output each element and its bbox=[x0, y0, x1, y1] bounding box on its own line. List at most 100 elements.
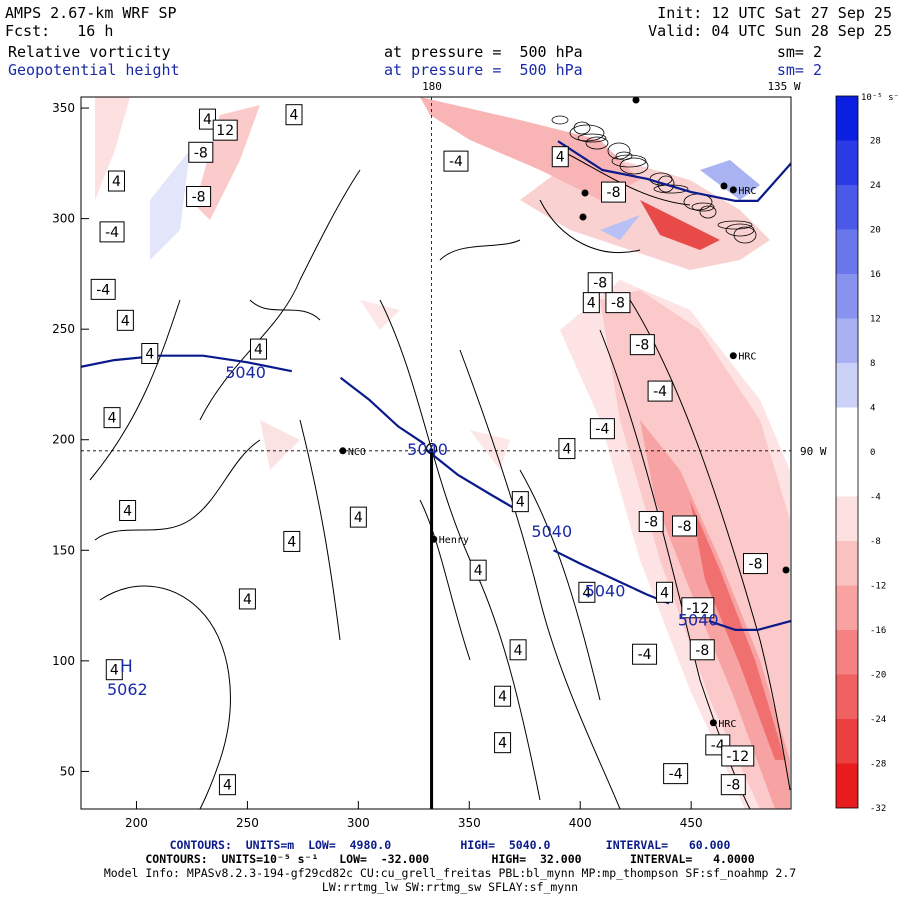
high-value: 5062 bbox=[107, 680, 148, 699]
vort-label-text: -4 bbox=[449, 154, 463, 170]
coast-dot-0 bbox=[579, 213, 587, 221]
vort-band-7 bbox=[95, 97, 130, 200]
vort-label-11: 4 bbox=[103, 407, 121, 429]
vort-label-box bbox=[681, 597, 715, 619]
vort-eddy-16 bbox=[573, 121, 591, 135]
vort-label-box bbox=[283, 530, 301, 552]
cross-section-start-marker bbox=[425, 442, 438, 455]
vort-contour-3 bbox=[299, 419, 341, 641]
vort-label-box bbox=[582, 292, 600, 314]
vort-label-36: 4 bbox=[509, 639, 527, 661]
vort-contour-14 bbox=[439, 239, 521, 261]
vort-label-1: 4 bbox=[285, 104, 303, 126]
vort-label-text: 4 bbox=[556, 150, 565, 166]
station-label-3: HRC bbox=[738, 186, 756, 197]
vort-label-text: -4 bbox=[638, 647, 652, 663]
colorbar-cell-0 bbox=[836, 96, 858, 141]
field1-title: Relative vorticity bbox=[8, 43, 171, 61]
vort-label-30: 4 bbox=[656, 581, 674, 603]
vort-label-44: 4 bbox=[218, 774, 236, 796]
axes: 200 250 300 350 400 450 50 100 150 200 250 300 350 bbox=[52, 101, 703, 830]
footer-model-info: Model Info: MPASv8.2.3-194-gf29cd82c CU:… bbox=[103, 866, 797, 880]
vort-label-text: 4 bbox=[660, 585, 669, 601]
footer-height-contours: CONTOURS: UNITS=m LOW= 4980.0 HIGH= 5040… bbox=[169, 838, 731, 852]
vort-label-24: 4 bbox=[283, 530, 301, 552]
vort-contour-1 bbox=[89, 299, 181, 481]
colorbar-tick-6: 8 bbox=[870, 359, 875, 369]
vort-label-text: -8 bbox=[192, 190, 206, 206]
vort-contour-10 bbox=[249, 299, 321, 321]
vort-label-box bbox=[212, 119, 238, 141]
vort-label-0: 4 bbox=[198, 108, 216, 130]
vort-label-box bbox=[551, 146, 569, 168]
vort-label-box bbox=[119, 499, 137, 521]
vort-label-14: -8 bbox=[601, 181, 626, 203]
vort-label-text: 4 bbox=[108, 411, 117, 427]
vort-label-text: -8 bbox=[695, 643, 709, 659]
vort-label-27: -8 bbox=[672, 515, 697, 537]
vort-label-text: -12 bbox=[686, 601, 709, 617]
vort-label-38: 4 bbox=[105, 659, 123, 681]
vort-label-text: -8 bbox=[726, 778, 740, 794]
vort-eddy-17 bbox=[607, 142, 631, 160]
colorbar-tick-8: 0 bbox=[870, 448, 875, 458]
lon-label-180: 180 bbox=[422, 80, 442, 93]
vort-label-text: -8 bbox=[678, 519, 692, 535]
colorbar-tick-2: 24 bbox=[870, 181, 881, 191]
colorbar-tick-10: -8 bbox=[870, 537, 881, 547]
vort-label-15: -8 bbox=[587, 272, 613, 294]
colorbar-tick-7: 4 bbox=[870, 404, 875, 414]
vort-label-box bbox=[116, 309, 134, 331]
vort-eddy-6 bbox=[577, 133, 607, 143]
vort-band-6 bbox=[640, 200, 720, 250]
height-label-2: 5040 bbox=[531, 522, 572, 541]
vort-contour-9 bbox=[99, 585, 231, 809]
init-time: Init: 12 UTC Sat 27 Sep 25 bbox=[657, 4, 892, 22]
vort-label-text: -8 bbox=[607, 185, 621, 201]
colorbar-cell-2 bbox=[836, 185, 858, 230]
x-tick-label-1: 250 bbox=[236, 816, 259, 830]
vort-eddy-11 bbox=[569, 124, 605, 142]
colorbar-cell-9 bbox=[836, 496, 858, 541]
vort-label-text: 4 bbox=[254, 342, 263, 358]
vort-label-42: -4 bbox=[663, 763, 689, 785]
vort-label-9: 4 bbox=[141, 342, 159, 364]
station-label-4: HRC bbox=[718, 719, 736, 730]
vort-label-text: 4 bbox=[123, 503, 132, 519]
vort-label-box bbox=[601, 181, 626, 203]
vort-label-text: -8 bbox=[194, 145, 208, 161]
footer-vort-contours: CONTOURS: UNITS=10⁻⁵ s⁻¹ LOW= -32.000 HI… bbox=[145, 852, 755, 866]
colorbar-cell-1 bbox=[836, 140, 858, 185]
plot-frame bbox=[80, 96, 792, 810]
y-tick-label-2: 150 bbox=[52, 543, 75, 557]
vort-band-11 bbox=[700, 160, 760, 200]
vort-label-text: 4 bbox=[587, 296, 596, 312]
model-title: AMPS 2.67-km WRF SP bbox=[5, 4, 177, 22]
vort-band-5 bbox=[420, 97, 640, 200]
coast-dot-1 bbox=[581, 189, 589, 197]
colorbar-cell-8 bbox=[836, 452, 858, 497]
vort-label-box bbox=[509, 639, 527, 661]
vort-label-text: 4 bbox=[112, 174, 121, 190]
vort-label-box bbox=[285, 104, 303, 126]
vort-label-19: -4 bbox=[647, 380, 673, 402]
vort-label-box bbox=[558, 438, 576, 460]
vort-label-text: -8 bbox=[749, 557, 763, 573]
x-tick-label-4: 400 bbox=[569, 816, 592, 830]
high-letter: H bbox=[120, 657, 133, 677]
vort-label-13: 4 bbox=[551, 146, 569, 168]
vort-label-text: 4 bbox=[514, 643, 523, 659]
vorticity-shading bbox=[95, 97, 790, 809]
vort-label-text: 4 bbox=[110, 663, 119, 679]
vort-contour-0 bbox=[199, 169, 361, 421]
vort-contour-5 bbox=[459, 349, 621, 809]
vort-label-6: -4 bbox=[99, 221, 125, 243]
vort-label-box bbox=[721, 745, 755, 767]
field2-title: Geopotential height bbox=[8, 61, 180, 79]
vort-label-43: -8 bbox=[720, 774, 746, 796]
vort-contour-7 bbox=[599, 329, 751, 809]
x-tick-label-3: 350 bbox=[458, 816, 481, 830]
vort-band-13 bbox=[470, 430, 510, 470]
y-tick-label-4: 250 bbox=[52, 322, 75, 336]
colorbar-frame bbox=[835, 95, 859, 809]
